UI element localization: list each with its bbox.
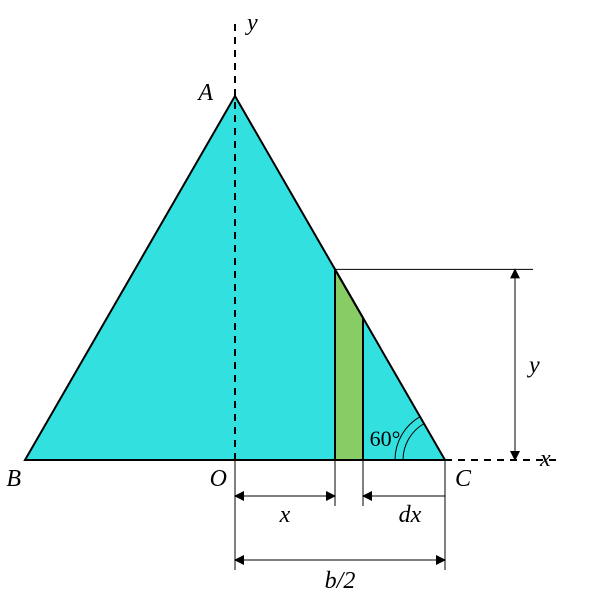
vertex-a: A [196, 80, 213, 106]
y-axis-label: y [245, 10, 258, 36]
x-dim-label: x [279, 502, 291, 528]
vertex-b: B [6, 466, 21, 492]
x-axis-label: x [539, 446, 551, 472]
angle-label: 60° [370, 426, 401, 451]
dx-dim-label: dx [399, 502, 422, 528]
dx-slice [335, 269, 363, 460]
vertex-c: C [455, 466, 472, 492]
bhalf-label: b/2 [325, 568, 356, 594]
y-dim-label: y [527, 353, 540, 379]
origin-label: O [210, 466, 227, 492]
